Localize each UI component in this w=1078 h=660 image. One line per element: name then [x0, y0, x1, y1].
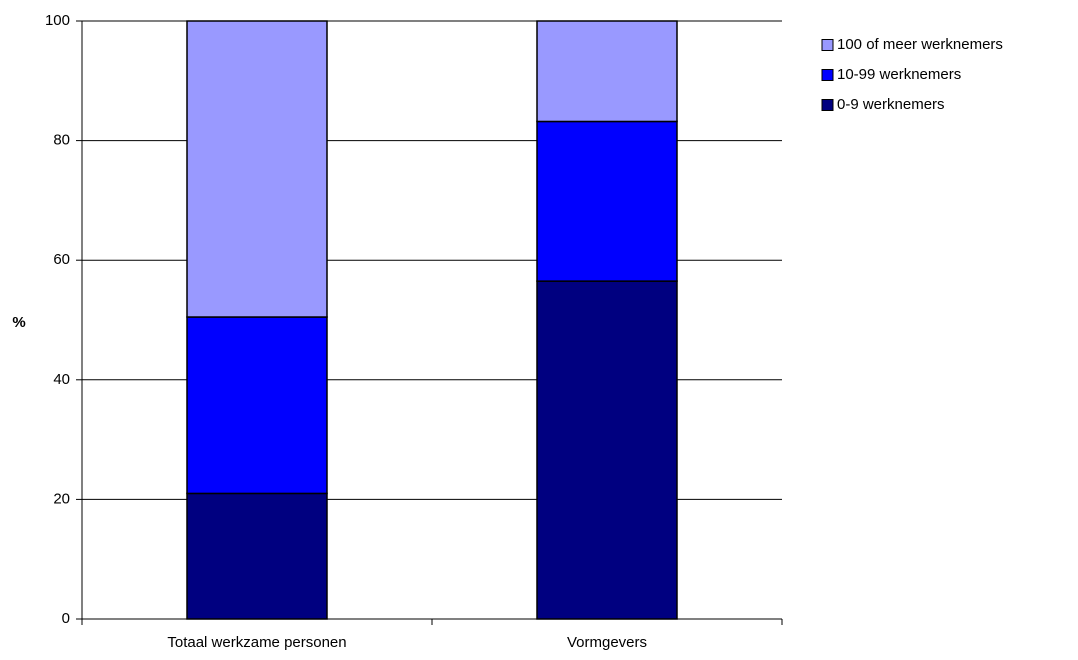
legend-swatch-10-99-werknemers — [821, 69, 834, 81]
bar-vormgevers-10-99-werknemers — [536, 120, 678, 282]
legend-label-0-9-werknemers: 0-9 werknemers — [837, 96, 945, 113]
y-tick-label-40: 40 — [53, 371, 70, 388]
y-tick-label-20: 20 — [53, 490, 70, 507]
y-tick-label-60: 60 — [53, 251, 70, 268]
legend-label-10-99-werknemers: 10-99 werknemers — [837, 66, 961, 83]
x-tick-label-vormgevers: Vormgevers — [567, 634, 647, 651]
bar-vormgevers-0-9-werknemers — [536, 280, 678, 620]
y-tick-label-80: 80 — [53, 132, 70, 149]
x-tick-label-totaal-werkzame-personen: Totaal werkzame personen — [167, 634, 346, 651]
legend-swatch-100-of-meer-werknemers — [821, 39, 834, 51]
bars — [186, 20, 678, 620]
bar-totaal-werkzame-personen-100-of-meer-werknemers — [186, 20, 328, 318]
legend-label-100-of-meer-werknemers: 100 of meer werknemers — [837, 36, 1003, 53]
bar-vormgevers-100-of-meer-werknemers — [536, 20, 678, 123]
bar-totaal-werkzame-personen-0-9-werknemers — [186, 492, 328, 620]
y-tick-labels: 0 20 40 60 80 100 — [45, 12, 82, 627]
y-tick-label-100: 100 — [45, 12, 70, 29]
y-tick-label-0: 0 — [62, 610, 70, 627]
legend-swatch-0-9-werknemers — [821, 99, 834, 111]
legend: 100 of meer werknemers 10-99 werknemers 0-… — [821, 36, 1003, 113]
bar-totaal-werkzame-personen-10-99-werknemers — [186, 316, 328, 495]
y-axis-label: % — [12, 314, 25, 331]
x-tick-labels: Totaal werkzame personen Vormgevers — [81, 619, 783, 651]
